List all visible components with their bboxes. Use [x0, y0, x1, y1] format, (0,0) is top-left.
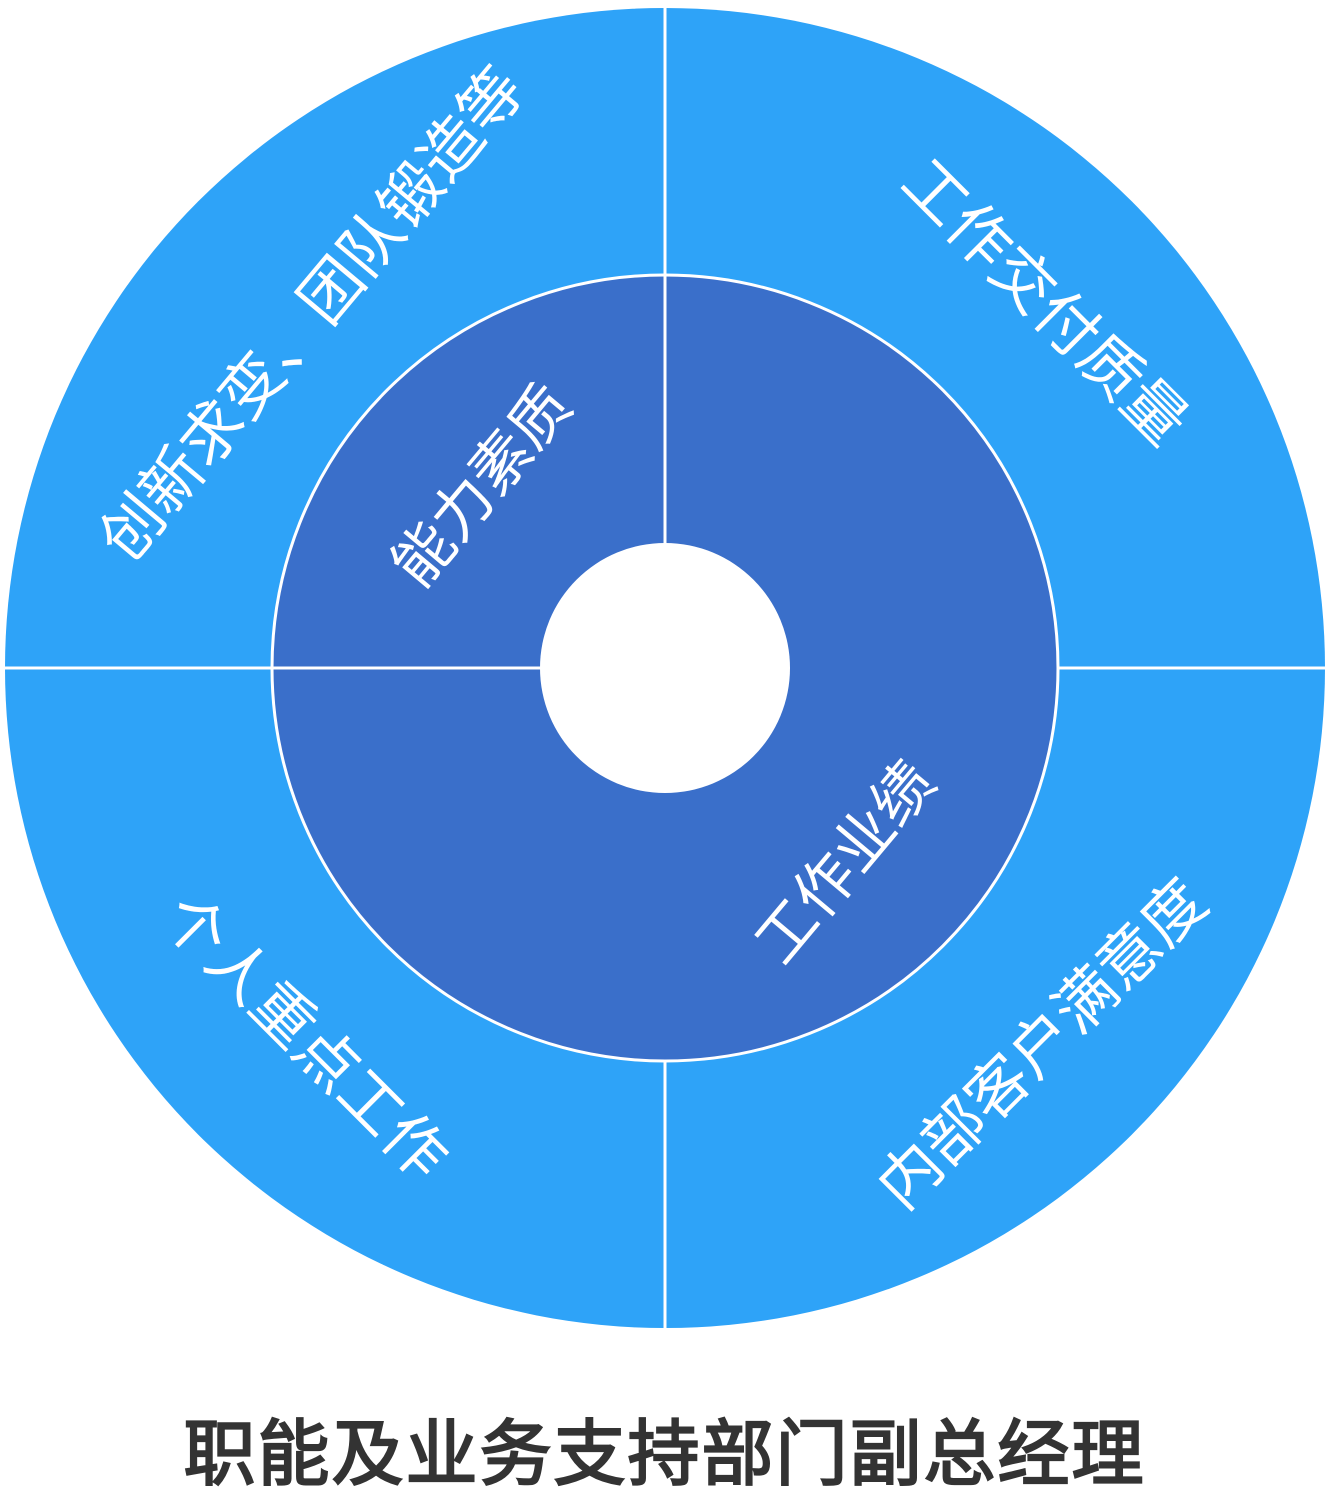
- diagram-title: 职能及业务支持部门副总经理: [183, 1412, 1146, 1496]
- ring-diagram: 创新求变、团队锻造等 工作交付质量 个人重点工作 内部客户满意度 能力素质 工作…: [5, 8, 1325, 1328]
- center-hole: [540, 543, 790, 793]
